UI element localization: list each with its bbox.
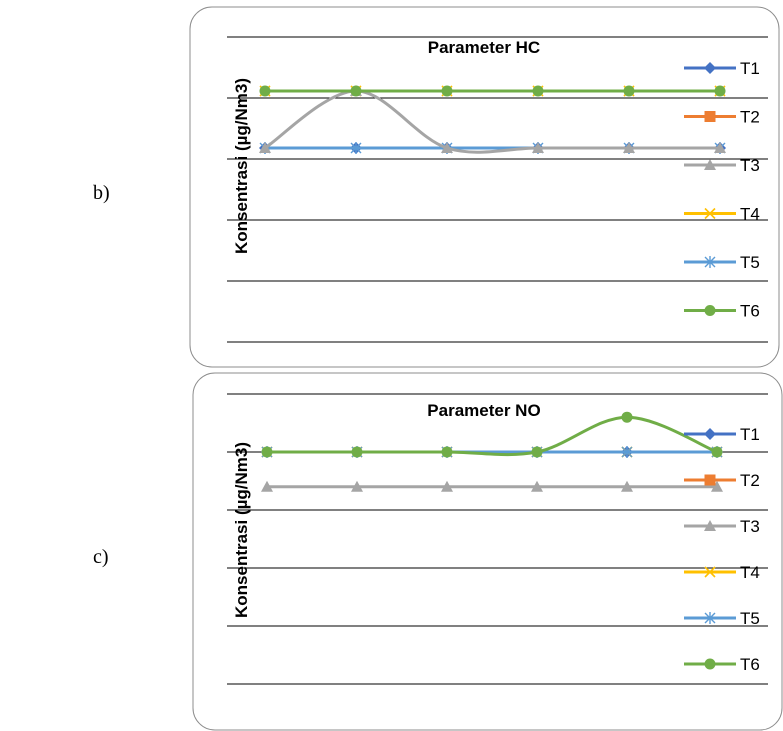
legend-marker-t1 (704, 62, 716, 74)
point-t6 (714, 85, 726, 97)
point-t3 (531, 480, 543, 492)
point-t6 (350, 85, 362, 97)
legend-marker-t5 (704, 612, 716, 624)
series-line-t6 (267, 415, 718, 457)
point-t3 (714, 142, 726, 153)
legend-label-t3: T3 (740, 517, 760, 536)
legend-marker-t2 (704, 474, 716, 486)
legend-label-t3: T3 (740, 156, 760, 175)
legend-marker-t3 (704, 159, 716, 170)
legend-label-t2: T2 (740, 108, 760, 127)
legend-label-t4: T4 (740, 205, 760, 224)
legend-marker-t6 (704, 305, 716, 316)
legend-marker-t2 (704, 111, 716, 122)
point-t5 (350, 142, 362, 154)
chart-frame (192, 372, 783, 731)
y-axis-label: Konsentrasi (µg/Nm3) (232, 78, 251, 254)
legend-label-t2: T2 (740, 471, 760, 490)
chart-title: Parameter HC (428, 38, 540, 57)
series-line-t3 (264, 89, 720, 154)
legend-label-t4: T4 (740, 563, 760, 582)
panel-label-c: c) (93, 546, 109, 568)
point-t6 (351, 446, 363, 458)
legend-marker-t4 (704, 207, 716, 220)
legend-label-t6: T6 (740, 655, 760, 674)
chart-title: Parameter NO (427, 401, 540, 420)
legend-marker-t4 (704, 566, 716, 578)
point-t3 (259, 142, 271, 153)
point-t5 (621, 446, 633, 458)
point-t6 (531, 446, 543, 458)
legend-label-t5: T5 (740, 609, 760, 628)
legend: T1 T2 T3 T4 T5 T6 (684, 425, 760, 674)
chart-frame (189, 6, 780, 368)
legend-label-t6: T6 (740, 302, 760, 321)
point-t3 (441, 480, 453, 492)
chart-no: Parameter NO Konsentrasi (µg/Nm3) T1 T2 T3… (192, 372, 783, 731)
legend-marker-t6 (704, 658, 716, 670)
legend-label-t1: T1 (740, 425, 760, 444)
point-t3 (623, 142, 635, 153)
point-t6 (261, 446, 273, 458)
chart-hc: Parameter HC Konsentrasi (µg/Nm3) T1 T2 T3… (189, 6, 780, 409)
point-t6 (259, 85, 271, 97)
legend-marker-t3 (704, 520, 716, 531)
point-t6 (532, 85, 544, 97)
point-t6 (441, 85, 453, 97)
legend-label-t5: T5 (740, 253, 760, 272)
point-t3 (532, 142, 544, 153)
point-t6 (623, 85, 635, 97)
point-t3 (711, 480, 723, 492)
panel-label-b: b) (93, 182, 110, 204)
point-t3 (351, 480, 363, 492)
point-t3 (621, 480, 633, 492)
point-t6 (711, 446, 723, 458)
legend-marker-t5 (704, 256, 716, 268)
point-t6 (621, 411, 633, 423)
point-t3 (441, 142, 453, 153)
legend-label-t1: T1 (740, 59, 760, 78)
point-t6 (441, 446, 453, 458)
legend: T1 T2 T3 T4 T5 T6 (684, 59, 760, 321)
point-t3 (261, 480, 273, 492)
legend-marker-t1 (704, 428, 716, 440)
y-axis-label: Konsentrasi (µg/Nm3) (232, 442, 251, 618)
series-lines (261, 411, 723, 492)
